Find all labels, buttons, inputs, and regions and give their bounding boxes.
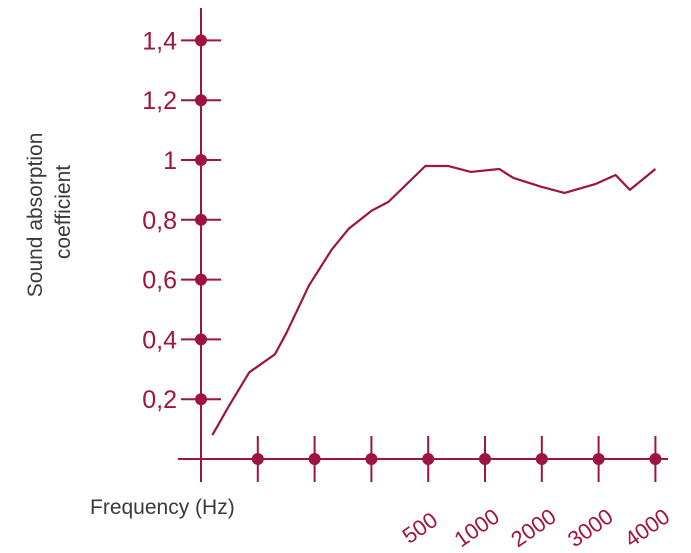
- y-tick-label: 1: [163, 147, 177, 175]
- y-tick-marker: [195, 393, 207, 406]
- y-axis-title-line-1: Sound absorption: [24, 133, 47, 298]
- series-line: [211, 164, 657, 436]
- y-tick-marker: [195, 273, 207, 286]
- y-axis-title-line-2: coefficient: [52, 165, 75, 259]
- tick-labels: 0,2 0,4 0,6 0,8 1 1,2 1,4 500 1000 2000 3000 4000: [142, 27, 674, 552]
- y-tick-label: 0,8: [142, 207, 177, 235]
- x-axis-title: Frequency (Hz): [90, 496, 235, 519]
- y-tick-marker: [195, 94, 207, 107]
- x-tick-marker: [422, 453, 435, 465]
- y-tick-label: 0,4: [142, 326, 177, 354]
- x-tick-marker: [479, 453, 491, 465]
- x-tick-label: 1000: [449, 504, 503, 553]
- x-tick-marker: [308, 453, 321, 465]
- y-tick-marker: [195, 333, 207, 346]
- x-tick-label: 2000: [506, 504, 560, 553]
- y-axis-title: Sound absorption coefficient: [24, 127, 75, 297]
- x-tick-marker: [365, 453, 378, 465]
- y-tick-label: 1,2: [142, 87, 177, 115]
- x-tick-marker: [649, 453, 662, 465]
- x-tick-label: 500: [398, 507, 442, 549]
- y-tick-label: 1,4: [142, 27, 177, 55]
- axes: [178, 8, 668, 482]
- y-tick-marker: [195, 154, 207, 166]
- tick-markers: [181, 34, 662, 482]
- series-group: [211, 164, 657, 436]
- x-tick-marker: [592, 453, 605, 465]
- y-tick-marker: [195, 34, 207, 47]
- x-tick-marker: [535, 453, 548, 465]
- y-tick-label: 0,6: [142, 267, 177, 295]
- x-tick-marker: [251, 453, 264, 465]
- y-tick-marker: [195, 213, 207, 226]
- x-tick-label: 3000: [563, 504, 617, 553]
- x-tick-label: 4000: [620, 504, 674, 553]
- y-tick-label: 0,2: [142, 386, 177, 414]
